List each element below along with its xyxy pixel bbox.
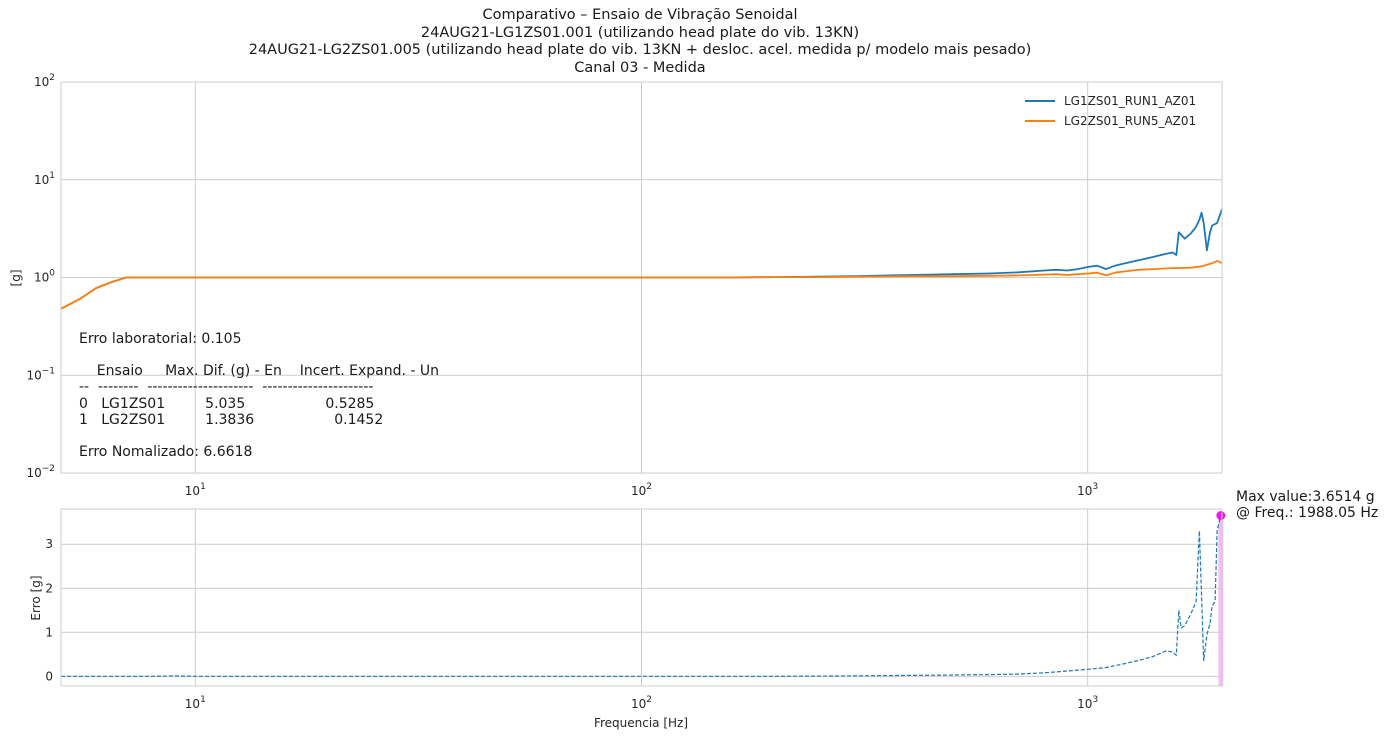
bottom-xtick-label: 101 [185,695,206,711]
series-line-2 [60,259,1223,310]
table-header: Ensaio Max. Dif. (g) - En Incert. Expand… [79,363,439,379]
max-frequency-band [1218,515,1224,686]
bottom-ylabel: Erro [g] [29,575,43,620]
title-line-3: 24AUG21-LG2ZS01.005 (utilizando head pla… [248,42,1032,58]
bottom-panel: 101 102 103 0 1 2 3 Erro [g] Frequencia [Hz] M… [29,489,1378,730]
table-row-0: 0 LG1ZS01 5.035 0.5285 [79,396,374,412]
max-freq-label: @ Freq.: 1988.05 Hz [1236,505,1378,521]
stats-annotation: Erro laboratorial: 0.105 Ensaio Max. Dif… [79,331,439,460]
bottom-tick-labels: 101 102 103 0 1 2 3 [45,537,1098,711]
top-xtick-label: 102 [631,482,652,498]
top-ytick-label: 10−1 [26,366,55,382]
top-tick-labels: 101 102 103 10−2 10−1 100 101 102 [26,73,1098,498]
top-ytick-label: 100 [34,269,55,285]
bottom-series-group [61,511,1226,686]
top-xtick-label: 101 [185,482,206,498]
bottom-ytick-label: 3 [45,537,53,551]
max-value-marker [1216,511,1226,521]
error-series-line [61,515,1222,677]
bottom-xlabel: Frequencia [Hz] [594,716,688,730]
title-line-1: Comparativo – Ensaio de Vibração Senoida… [482,7,798,23]
table-row-1: 1 LG2ZS01 1.3836 0.1452 [79,412,383,428]
bottom-grid [61,509,1222,686]
top-xtick-label: 103 [1077,482,1098,498]
table-rule: -- -------- --------------------- ------… [79,379,373,395]
top-ytick-label: 101 [34,171,55,187]
legend: LG1ZS01_RUN1_AZ01 LG2ZS01_RUN5_AZ01 [1025,94,1196,128]
bottom-ytick-label: 2 [45,581,53,595]
bottom-xtick-label: 103 [1077,695,1098,711]
top-series-group [60,208,1223,310]
top-plot-frame [60,81,1223,474]
bottom-ytick-label: 0 [45,669,53,683]
lab-error-text: Erro laboratorial: 0.105 [79,331,242,347]
legend-label-series1: LG1ZS01_RUN1_AZ01 [1064,94,1196,108]
title-line-4: Canal 03 - Medida [574,59,706,76]
title-line-2: 24AUG21-LG1ZS01.001 (utilizando head pla… [420,24,860,41]
top-panel: 101 102 103 10−2 10−1 100 101 102 [g] LG1ZS01_R… [9,73,1223,498]
bottom-xtick-label: 102 [631,695,652,711]
bottom-plot-frame [60,508,1223,687]
legend-label-series2: LG2ZS01_RUN5_AZ01 [1064,114,1196,128]
chart-title: Comparativo – Ensaio de Vibração Senoida… [0,7,1280,77]
top-ytick-label: 102 [34,73,55,89]
top-ytick-label: 10−2 [26,464,55,480]
normalized-error-text: Erro Nomalizado: 6.6618 [79,444,252,460]
top-ylabel: [g] [9,270,23,287]
bottom-ytick-label: 1 [45,625,53,639]
max-value-label: Max value:3.6514 g [1236,489,1375,505]
